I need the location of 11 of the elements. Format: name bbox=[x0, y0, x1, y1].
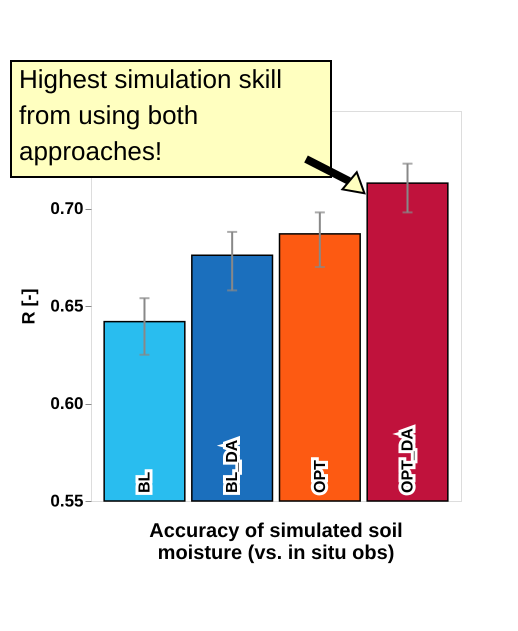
x-tick-label: OPT bbox=[312, 460, 329, 493]
x-tick-label: BL_DA bbox=[224, 439, 242, 493]
x-axis-title: Accuracy of simulated soil moisture (vs. in situ obs) bbox=[149, 520, 403, 564]
y-tick-label: 0.65 bbox=[50, 296, 84, 316]
annotation: Highest simulation skill from using both approaches! bbox=[19, 64, 282, 166]
x-tick-label: OPT_DA bbox=[400, 428, 417, 493]
y-tick-label: 0.70 bbox=[50, 199, 84, 218]
y-tick-label: 0.60 bbox=[50, 394, 84, 413]
x-tick-label: BL bbox=[136, 471, 154, 493]
y-tick-label: 0.55 bbox=[50, 492, 84, 510]
y-axis-title: R [-] bbox=[18, 288, 38, 324]
